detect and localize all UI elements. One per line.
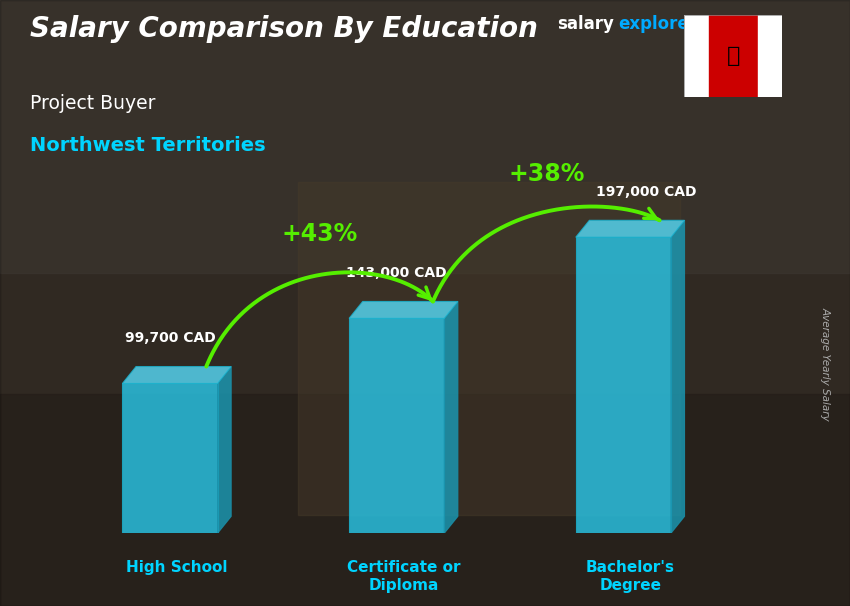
Bar — [757, 15, 782, 97]
Polygon shape — [575, 221, 684, 237]
Polygon shape — [349, 318, 445, 533]
Text: High School: High School — [126, 561, 228, 575]
Text: 99,700 CAD: 99,700 CAD — [125, 331, 215, 345]
Text: .com: .com — [688, 15, 733, 33]
Text: Certificate or
Diploma: Certificate or Diploma — [347, 561, 460, 593]
Text: Project Buyer: Project Buyer — [30, 94, 156, 113]
Text: Average Yearly Salary: Average Yearly Salary — [820, 307, 830, 421]
Polygon shape — [445, 301, 458, 533]
Bar — [0, 0, 850, 273]
Bar — [0, 394, 850, 606]
Polygon shape — [122, 367, 231, 384]
Polygon shape — [349, 301, 458, 318]
Text: Salary Comparison By Education: Salary Comparison By Education — [30, 15, 537, 43]
Text: 143,000 CAD: 143,000 CAD — [346, 267, 447, 281]
Bar — [298, 182, 680, 515]
Text: salary: salary — [557, 15, 614, 33]
Text: +38%: +38% — [508, 162, 585, 186]
Text: 197,000 CAD: 197,000 CAD — [596, 185, 696, 199]
Polygon shape — [218, 367, 231, 533]
Text: explorer: explorer — [618, 15, 697, 33]
Polygon shape — [122, 384, 218, 533]
Polygon shape — [671, 221, 684, 533]
Text: +43%: +43% — [281, 222, 358, 246]
Bar — [709, 15, 757, 97]
Text: Bachelor's
Degree: Bachelor's Degree — [586, 561, 675, 593]
Text: Northwest Territories: Northwest Territories — [30, 136, 265, 155]
Bar — [684, 15, 709, 97]
Text: 🍁: 🍁 — [727, 46, 740, 66]
Polygon shape — [575, 237, 671, 533]
